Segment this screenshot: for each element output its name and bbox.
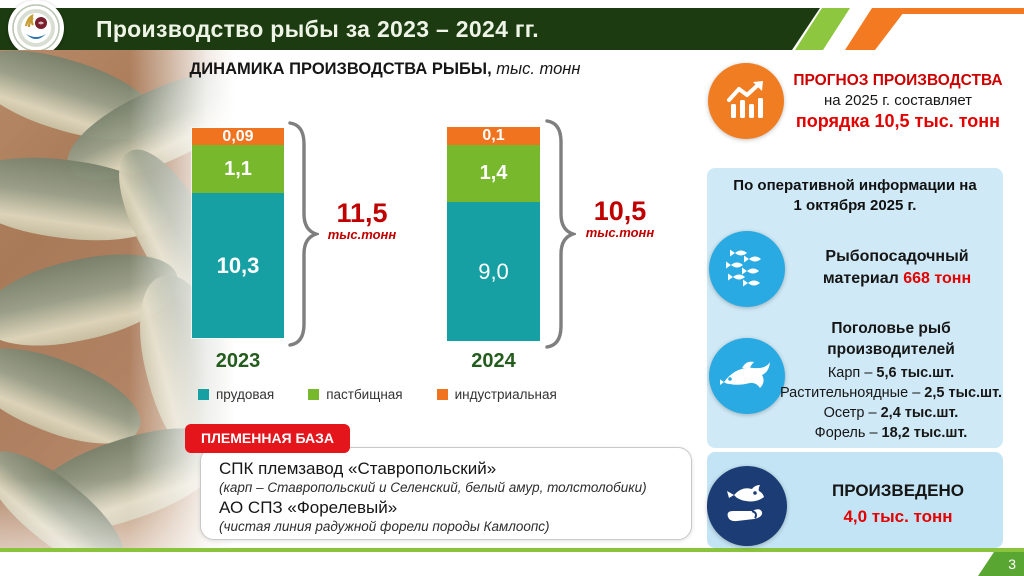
bar-2024: 0,1 1,4 9,0 (447, 127, 540, 341)
legend-item-pasture: пастбищная (308, 387, 403, 402)
bar-2023-pond-value: 10,3 (216, 252, 260, 278)
breeding-base-box: СПК племзавод «Ставропольский» (карп – С… (200, 447, 692, 540)
produced-block: ПРОИЗВЕДЕНО 4,0 тыс. тонн (792, 478, 1004, 529)
bar-2023-category-label: 2023 (215, 350, 261, 372)
growth-chart-icon (708, 63, 784, 139)
page-number-badge: 3 (978, 552, 1024, 576)
forecast-value: порядка 10,5 тыс. тонн (795, 111, 1001, 131)
broodstock-title: Поголовье рыб производителей (827, 320, 955, 359)
bar-2023-pasture-segment: 1,1 (192, 145, 284, 193)
header-orange-stripe (845, 8, 907, 50)
breeding-farm-2: АО СПЗ «Форелевый» (219, 497, 398, 517)
legend-swatch-pond (198, 389, 209, 400)
bar-2024-pond-value: 9,0 (478, 258, 509, 284)
total-2024: 10,5 тыс.тонн (572, 196, 668, 241)
breeding-farm-2-detail: (чистая линия радужной форели породы Кам… (219, 519, 550, 535)
bar-2023: 0,09 1,1 10,3 (192, 128, 284, 338)
broodstock-item-trout-value: 18,2 тыс.шт. (881, 424, 968, 441)
bar-2023-pond-segment: 10,3 (192, 193, 284, 338)
page-number: 3 (1008, 556, 1016, 572)
total-2023-unit: тыс.тонн (327, 227, 397, 242)
footer-green-line (0, 548, 1024, 552)
broodstock-item-karp-name: Карп – (827, 364, 873, 381)
produced-value: 4,0 тыс. тонн (843, 506, 953, 526)
broodstock-item-trout-name: Форель – (814, 424, 878, 441)
brace-2024 (545, 119, 576, 349)
total-2023-value: 11,5 (336, 198, 388, 228)
broodstock-item-sturgeon: Осетр – 2,4 тыс.шт. (778, 403, 1004, 423)
bar-2024-pasture-segment: 1,4 (447, 145, 540, 202)
page-title: Производство рыбы за 2023 – 2024 гг. (96, 15, 539, 42)
brace-2023 (288, 121, 319, 347)
total-2024-unit: тыс.тонн (585, 225, 655, 240)
legend-label-pasture: пастбищная (326, 387, 403, 402)
legend-swatch-pasture (308, 389, 320, 400)
bar-2023-pasture-value: 1,1 (224, 157, 252, 180)
fish-school-icon (709, 231, 785, 307)
legend-swatch-industrial (436, 389, 448, 400)
broodstock-item-herbivorous-value: 2,5 тыс.шт. (924, 384, 1003, 401)
forecast-title: ПРОГНОЗ ПРОИЗВОДСТВА (793, 72, 1003, 89)
operative-info-line2: 1 октября 2025 г. (793, 197, 917, 215)
broodstock-item-sturgeon-value: 2,4 тыс.шт. (880, 404, 959, 421)
bar-2024-pasture-value: 1,4 (479, 162, 508, 184)
broodstock-block: Поголовье рыб производителей Карп – 5,6 … (778, 318, 1004, 443)
breeding-farm-1: СПК племзавод «Ставропольский» (219, 459, 497, 478)
breeding-base-badge: ПЛЕМЕННАЯ БАЗА (185, 424, 351, 453)
broodstock-item-herbivorous: Растительноядные – 2,5 тыс.шт. (778, 383, 1004, 403)
chart-legend: прудовая пастбищная индустриальная (198, 387, 557, 402)
operative-info-date: По оперативной информации на 1 октября 2… (712, 176, 998, 217)
broodstock-item-herbivorous-name: Растительноядные – (779, 384, 921, 401)
header-orange-line (898, 8, 1024, 14)
operative-info-line1: По оперативной информации на (733, 177, 977, 194)
forecast-block: ПРОГНОЗ ПРОИЗВОДСТВА на 2025 г. составля… (792, 72, 1004, 132)
ministry-logo-icon (8, 0, 64, 56)
legend-label-pond: прудовая (216, 387, 275, 402)
broodstock-item-sturgeon-name: Осетр – (823, 404, 877, 421)
bar-2023-industrial-segment: 0,09 (192, 128, 284, 145)
header-bar: Производство рыбы за 2023 – 2024 гг. (0, 8, 820, 50)
chart-title-main: ДИНАМИКА ПРОИЗВОДСТВА РЫБЫ, (189, 60, 492, 78)
fish-icon (709, 338, 785, 414)
legend-item-industrial: индустриальная (436, 387, 557, 402)
bar-2024-pond-segment: 9,0 (447, 202, 540, 341)
bar-2024-industrial-value: 0,1 (482, 127, 505, 144)
total-2024-value: 10,5 (593, 196, 647, 226)
chart-title-unit: тыс. тонн (491, 60, 581, 78)
legend-item-pond: прудовая (198, 387, 274, 402)
stocking-block: Рыбопосадочный материал 668 тонн (790, 246, 1004, 291)
bar-2024-category-label: 2024 (471, 350, 516, 372)
bar-2024-industrial-segment: 0,1 (447, 127, 540, 145)
bar-2023-industrial-value: 0,09 (222, 127, 254, 145)
fish-in-hand-icon (707, 466, 787, 546)
broodstock-item-trout: Форель – 18,2 тыс.шт. (778, 423, 1004, 443)
total-2023: 11,5 тыс.тонн (314, 198, 410, 243)
forecast-subtitle: на 2025 г. составляет (823, 92, 973, 109)
breeding-farm-1-detail: (карп – Ставропольский и Селенский, белы… (219, 480, 647, 496)
produced-title: ПРОИЗВЕДЕНО (832, 481, 964, 500)
stocking-text: Рыбопосадочный материал (822, 248, 969, 288)
broodstock-item-karp-value: 5,6 тыс.шт. (876, 364, 955, 381)
legend-label-industrial: индустриальная (454, 387, 557, 402)
stocking-value: 668 тонн (903, 270, 972, 288)
chart-title: ДИНАМИКА ПРОИЗВОДСТВА РЫБЫ, тыс. тонн (175, 60, 595, 79)
broodstock-item-karp: Карп – 5,6 тыс.шт. (778, 363, 1004, 383)
